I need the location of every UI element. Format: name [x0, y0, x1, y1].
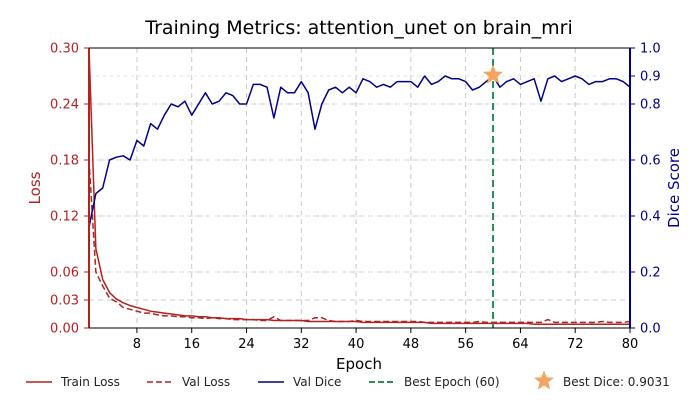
y-right-tick-label: 0.8	[640, 98, 661, 113]
y-left-tick-label: 0.24	[50, 98, 79, 113]
val-loss-line	[88, 159, 631, 324]
legend: Train Loss Val Loss Val Dice Best Epoch (60…	[26, 370, 670, 390]
x-tick-label: 64	[512, 337, 529, 352]
grid-lines	[89, 48, 630, 328]
legend-label: Best Dice: 0.9031	[563, 375, 670, 389]
y-right-tick-label: 0.0	[640, 322, 661, 337]
legend-star-icon	[533, 370, 555, 390]
legend-item-train-loss: Train Loss	[26, 375, 120, 389]
y-left-tick-label: 0.03	[50, 294, 79, 309]
x-tick-label: 80	[622, 337, 639, 352]
marker-layer	[482, 48, 504, 328]
best-dice-star	[482, 64, 504, 84]
y-right-tick-label: 0.2	[640, 266, 661, 281]
left-axis-title: Loss	[26, 171, 44, 204]
legend-label: Train Loss	[60, 375, 120, 389]
y-left-tick-label: 0.00	[50, 322, 79, 337]
legend-item-val-loss: Val Loss	[147, 375, 230, 389]
train-loss-line	[88, 47, 630, 326]
chart-title: Training Metrics: attention_unet on brai…	[144, 17, 573, 39]
y-right-tick-label: 0.9	[640, 70, 661, 85]
x-tick-label: 8	[133, 337, 141, 352]
x-tick-label: 72	[567, 337, 584, 352]
y-left-tick-label: 0.12	[50, 210, 79, 225]
x-axis-title: Epoch	[336, 355, 382, 373]
legend-label: Val Dice	[293, 375, 341, 389]
series-layer	[88, 47, 631, 326]
legend-item-best-dice-0-9031: Best Dice: 0.9031	[533, 370, 670, 390]
x-tick-label: 40	[348, 337, 365, 352]
y-right-tick-label: 0.6	[640, 154, 661, 169]
legend-label: Val Loss	[182, 375, 230, 389]
x-tick-label: 24	[238, 337, 255, 352]
right-axis-title: Dice Score	[665, 148, 683, 228]
x-tick-label: 56	[457, 337, 474, 352]
axes: 8 16 24 32 40 48 56 64 72 80 0.00 0.03 0.06 0.12 0.18 0…	[50, 42, 661, 353]
y-left-tick-label: 0.18	[50, 154, 79, 169]
y-left-tick-label: 0.06	[50, 266, 79, 281]
legend-item-best-epoch-60: Best Epoch (60)	[369, 375, 500, 389]
x-tick-label: 48	[403, 337, 420, 352]
val-dice-line	[88, 75, 631, 228]
y-left-tick-label: 0.30	[50, 42, 79, 57]
legend-item-val-dice: Val Dice	[258, 375, 341, 389]
y-right-tick-label: 0.4	[640, 210, 661, 225]
x-tick-label: 16	[183, 337, 200, 352]
legend-label: Best Epoch (60)	[404, 375, 500, 389]
y-right-tick-label: 1.0	[640, 42, 661, 57]
x-tick-label: 32	[293, 337, 310, 352]
